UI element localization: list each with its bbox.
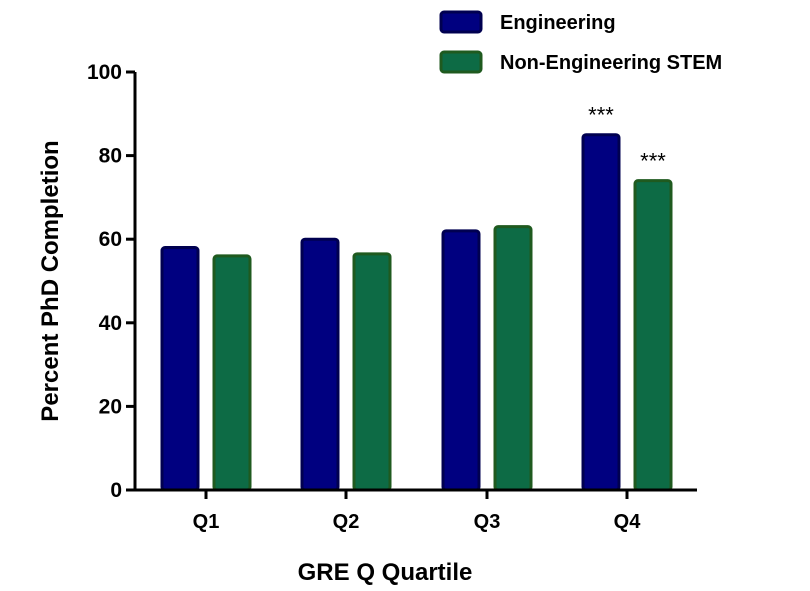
y-tick-label: 0 [110, 479, 122, 502]
x-tick-label: Q2 [333, 511, 360, 533]
significance-annotation: *** [588, 103, 614, 128]
annotations: *** *** [588, 103, 666, 174]
legend: Engineering Non-Engineering STEM [439, 10, 722, 74]
y-tick-label: 100 [87, 61, 122, 84]
y-axis-title: Percent PhD Completion [37, 140, 64, 421]
y-tick-label: 20 [99, 395, 122, 418]
legend-swatch-engineering [439, 10, 483, 34]
bar-engineering-q1 [160, 246, 200, 492]
bars [160, 133, 673, 492]
y-tick-label: 80 [99, 145, 122, 168]
bar-non-engineering-stem-q4 [633, 179, 673, 492]
bar-engineering-q2 [300, 237, 340, 492]
legend-swatch-non-engineering-stem [439, 50, 483, 74]
bar-non-engineering-stem-q3 [493, 225, 533, 492]
y-tick-label: 60 [99, 228, 122, 251]
legend-label-non-engineering-stem: Non-Engineering STEM [500, 52, 722, 74]
axes [133, 72, 697, 492]
bar-non-engineering-stem-q2 [352, 252, 392, 492]
legend-label-engineering: Engineering [500, 12, 616, 34]
y-ticks: 0 20 40 60 80 100 [87, 61, 135, 502]
bar-non-engineering-stem-q1 [212, 254, 252, 492]
significance-annotation: *** [640, 149, 666, 174]
bar-engineering-q4 [581, 133, 621, 492]
x-axis-title: GRE Q Quartile [298, 559, 473, 586]
x-tick-label: Q4 [614, 511, 642, 533]
x-ticks: Q1 Q2 Q3 Q4 [193, 490, 642, 533]
y-tick-label: 40 [99, 312, 122, 335]
x-tick-label: Q3 [474, 511, 501, 533]
x-tick-label: Q1 [193, 511, 220, 533]
bar-engineering-q3 [441, 229, 481, 492]
